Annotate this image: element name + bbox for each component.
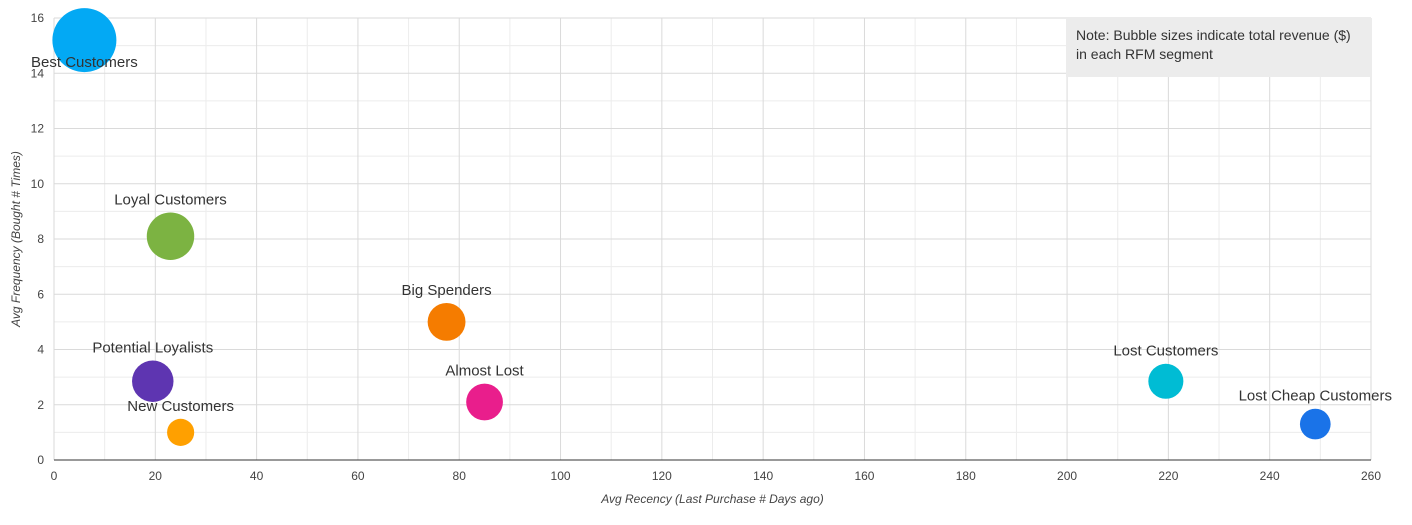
bubble-point — [1299, 408, 1331, 440]
y-tick-label: 4 — [37, 343, 44, 357]
x-tick-label: 40 — [250, 469, 264, 483]
x-tick-label: 20 — [149, 469, 163, 483]
bubble-label: Best Customers — [31, 54, 138, 71]
bubble-point — [466, 383, 503, 421]
x-tick-label: 260 — [1361, 469, 1381, 483]
y-tick-label: 2 — [37, 398, 44, 412]
x-tick-label: 240 — [1260, 469, 1280, 483]
bubble-point — [52, 8, 117, 73]
x-tick-label: 180 — [956, 469, 976, 483]
bubble-point — [146, 212, 195, 260]
bubble-point — [132, 360, 174, 403]
y-tick-label: 12 — [31, 122, 45, 136]
x-tick-label: 140 — [753, 469, 773, 483]
x-tick-label: 100 — [551, 469, 571, 483]
x-tick-label: 60 — [351, 469, 365, 483]
bubble-point — [1148, 363, 1184, 399]
y-tick-label: 16 — [31, 11, 45, 25]
bubble-label: Potential Loyalists — [92, 340, 213, 357]
chart-note: Note: Bubble sizes indicate total revenu… — [1066, 17, 1371, 77]
bubble-label: Big Spenders — [402, 282, 492, 299]
x-tick-label: 160 — [854, 469, 874, 483]
bubble-label: New Customers — [127, 398, 234, 415]
bubble-point — [167, 418, 195, 446]
x-tick-label: 220 — [1158, 469, 1178, 483]
x-tick-label: 120 — [652, 469, 672, 483]
x-tick-label: 200 — [1057, 469, 1077, 483]
x-tick-label: 0 — [51, 469, 58, 483]
y-tick-label: 6 — [37, 287, 44, 301]
x-tick-label: 80 — [453, 469, 467, 483]
y-tick-label: 10 — [31, 177, 45, 191]
bubble-label: Lost Cheap Customers — [1239, 388, 1392, 405]
bubble-label: Almost Lost — [445, 363, 524, 380]
y-tick-label: 8 — [37, 232, 44, 246]
y-axis-title: Avg Frequency (Bought # Times) — [9, 151, 23, 328]
y-tick-label: 14 — [31, 66, 45, 80]
x-axis-title: Avg Recency (Last Purchase # Days ago) — [600, 492, 824, 506]
bubble-label: Lost Customers — [1113, 343, 1218, 360]
bubble-point — [427, 302, 466, 341]
bubble-label: Loyal Customers — [114, 192, 227, 209]
y-tick-label: 0 — [37, 453, 44, 467]
